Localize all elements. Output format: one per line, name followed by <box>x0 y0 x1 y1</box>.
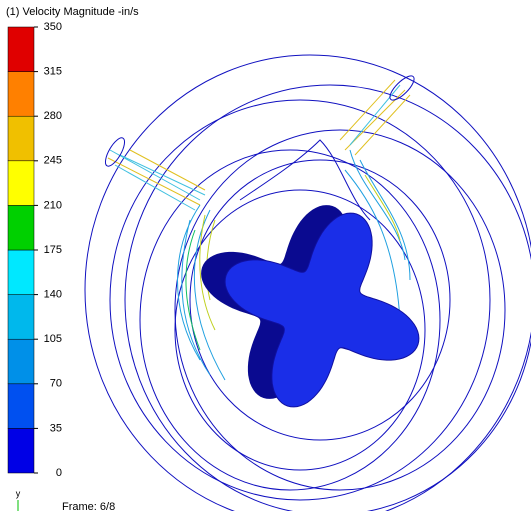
legend-tick-label: 315 <box>44 66 62 78</box>
legend-tick-label: 70 <box>50 378 62 390</box>
axis-label: y <box>16 488 21 498</box>
legend-band <box>7 294 35 340</box>
outlet-tube <box>349 84 401 146</box>
frame-label: Frame: 6/8 <box>62 501 115 511</box>
legend-band <box>7 115 35 162</box>
rotor <box>224 212 420 408</box>
streamline <box>344 149 411 321</box>
orbit <box>174 129 506 491</box>
legend-band <box>7 428 35 474</box>
legend-tick-label: 35 <box>50 422 62 434</box>
pathlines <box>84 54 531 511</box>
axis-triad: y <box>16 488 21 511</box>
orbit <box>239 139 371 221</box>
legend-tick-label: 245 <box>44 155 62 167</box>
inlet-end <box>104 137 126 167</box>
streamline <box>185 229 201 351</box>
orbit <box>189 159 451 441</box>
inlet-tube <box>109 149 206 211</box>
streamline <box>364 174 401 241</box>
legend-tick-label: 210 <box>44 199 62 211</box>
inlet-tube <box>107 149 206 206</box>
orbit <box>124 84 531 511</box>
legend-tick-label: 280 <box>44 110 62 122</box>
legend-tick-label: 140 <box>44 289 62 301</box>
orbit <box>109 99 491 501</box>
legend-title: (1) Velocity Magnitude -in/s <box>6 6 139 18</box>
legend-band <box>7 71 35 117</box>
legend-tick-label: 175 <box>44 244 62 256</box>
outlet-end <box>389 75 415 101</box>
legend-tick-label: 0 <box>56 467 62 479</box>
legend-tick-label: 105 <box>44 333 62 345</box>
orbit <box>139 149 441 491</box>
orbit <box>174 189 426 471</box>
legend-band <box>7 26 35 72</box>
legend-band <box>7 205 35 251</box>
legend-tick-label: 350 <box>44 21 62 33</box>
legend-band <box>7 249 35 295</box>
legend-band <box>7 160 35 206</box>
orbit <box>84 54 531 511</box>
legend-band <box>7 338 35 385</box>
legend-band <box>7 383 35 429</box>
